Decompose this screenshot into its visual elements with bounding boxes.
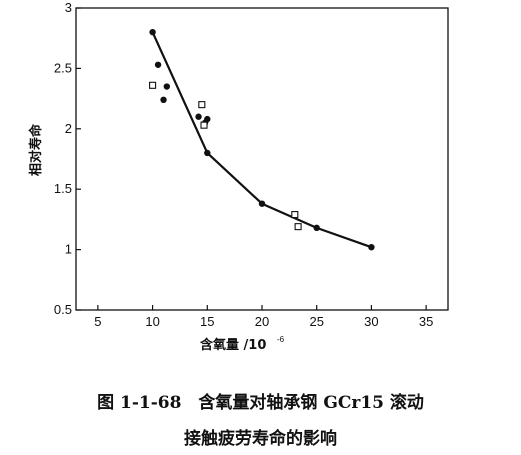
data-point-open-square: [198, 101, 206, 109]
data-point-filled-circle: [258, 200, 266, 207]
figure-caption-line-1: 图 1-1-68 含氧量对轴承钢 GCr15 滚动: [97, 393, 424, 413]
x-tick-label: 30: [364, 314, 378, 329]
data-point-filled-circle: [149, 28, 156, 36]
y-tick-label: 2: [65, 121, 72, 136]
y-tick-label: 1.5: [54, 181, 72, 196]
data-point-filled-circle: [368, 243, 375, 251]
series-layer: [149, 28, 375, 251]
y-axis-ticks: 0.5 1 1.5 2 2.5 3: [54, 0, 81, 317]
y-tick-label: 2.5: [54, 60, 72, 75]
x-tick-label: 35: [419, 314, 433, 329]
data-point-filled-circle: [160, 96, 167, 104]
x-axis-label-exponent: -6: [277, 335, 285, 344]
x-tick-label: 20: [255, 314, 269, 329]
x-tick-label: 25: [309, 314, 323, 329]
y-tick-label: 0.5: [54, 302, 72, 317]
x-tick-label: 5: [94, 314, 101, 329]
data-point-open-square: [149, 81, 157, 89]
data-point-filled-circle: [204, 149, 211, 157]
plot-frame: [75, 7, 449, 311]
data-point-filled-circle: [195, 113, 202, 120]
trend-line: [151, 31, 372, 249]
x-axis-ticks: 5 10 15 20 25 30 35: [94, 305, 433, 329]
data-point-filled-circle: [204, 115, 211, 123]
y-tick-label: 1: [65, 242, 72, 257]
y-axis-label: 相对寿命: [28, 123, 44, 176]
x-tick-label: 15: [200, 314, 214, 329]
figure-caption-line-2: 接触疲劳寿命的影响: [184, 429, 337, 449]
data-point-open-square: [200, 121, 208, 129]
data-point-open-square: [291, 211, 299, 219]
data-point-filled-circle: [154, 61, 162, 68]
data-point-open-square: [294, 223, 302, 231]
y-tick-label: 3: [65, 0, 72, 15]
x-axis-label: 含氧量 /10: [199, 337, 266, 353]
data-point-filled-circle: [313, 224, 320, 232]
x-tick-label: 10: [145, 314, 159, 329]
data-point-filled-circle: [163, 83, 171, 90]
